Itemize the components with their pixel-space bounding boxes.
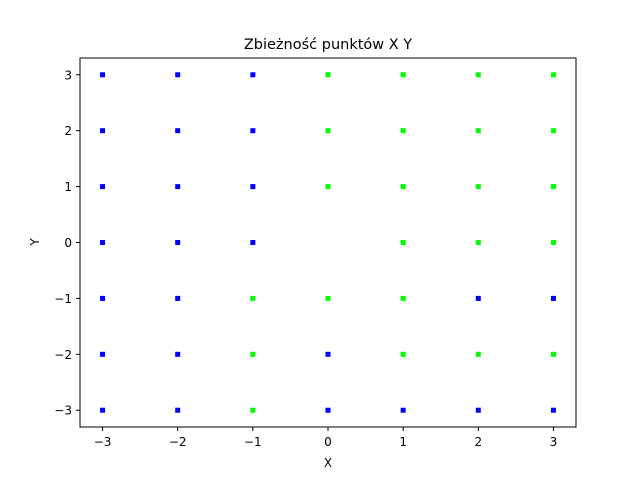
data-point (475, 295, 481, 301)
data-point (400, 295, 406, 301)
data-point (325, 184, 331, 190)
data-point (550, 184, 556, 190)
data-point (250, 351, 256, 357)
y-tick-label: −1 (54, 292, 72, 306)
y-axis: −3 −2 −1 0 1 2 3 (54, 68, 80, 418)
data-point (550, 128, 556, 134)
y-tick-label: 0 (64, 236, 72, 250)
data-point (175, 407, 181, 413)
data-point (550, 295, 556, 301)
data-point (175, 184, 181, 190)
x-tick-label: 0 (324, 435, 332, 449)
data-point (400, 407, 406, 413)
data-point (250, 407, 256, 413)
data-point (175, 295, 181, 301)
data-point (325, 351, 331, 357)
data-point (475, 351, 481, 357)
data-point (175, 240, 181, 245)
data-point (475, 240, 481, 245)
data-point (400, 184, 406, 190)
data-point (250, 295, 256, 301)
data-point (325, 295, 331, 301)
chart-title: Zbieżność punktów X Y (244, 37, 412, 53)
data-point (175, 72, 181, 78)
x-axis-label: X (324, 456, 332, 470)
data-point (400, 72, 406, 78)
data-point (250, 240, 256, 245)
data-point (175, 351, 181, 357)
data-point (175, 128, 181, 134)
data-point (250, 128, 256, 134)
data-point (475, 72, 481, 78)
x-tick-label: 2 (474, 435, 482, 449)
data-point (550, 240, 556, 245)
data-point (100, 351, 106, 357)
data-point (550, 407, 556, 413)
y-tick-label: −3 (54, 404, 72, 418)
data-point (400, 240, 406, 245)
data-point (100, 184, 106, 190)
y-tick-label: −2 (54, 348, 72, 362)
data-point (100, 407, 106, 413)
x-tick-label: −1 (244, 435, 262, 449)
data-point (325, 72, 331, 78)
y-axis-label: Y (28, 238, 42, 247)
data-point (100, 72, 106, 78)
data-points (100, 72, 556, 413)
y-tick-label: 3 (64, 68, 72, 82)
y-tick-label: 2 (64, 124, 72, 138)
x-tick-label: 3 (550, 435, 558, 449)
data-point (100, 295, 106, 301)
x-tick-label: −3 (94, 435, 112, 449)
data-point (475, 184, 481, 190)
x-axis: −3 −2 −1 0 1 2 3 (94, 427, 558, 449)
data-point (550, 72, 556, 78)
data-point (325, 128, 331, 134)
data-point (475, 407, 481, 413)
data-point (100, 128, 106, 134)
y-tick-label: 1 (64, 180, 72, 194)
x-tick-label: −2 (169, 435, 187, 449)
data-point (100, 240, 106, 245)
data-point (400, 351, 406, 357)
data-point (400, 128, 406, 134)
data-point (250, 72, 256, 78)
data-point (550, 351, 556, 357)
x-tick-label: 1 (399, 435, 407, 449)
data-point (325, 407, 331, 413)
data-point (250, 184, 256, 190)
data-point (475, 128, 481, 134)
